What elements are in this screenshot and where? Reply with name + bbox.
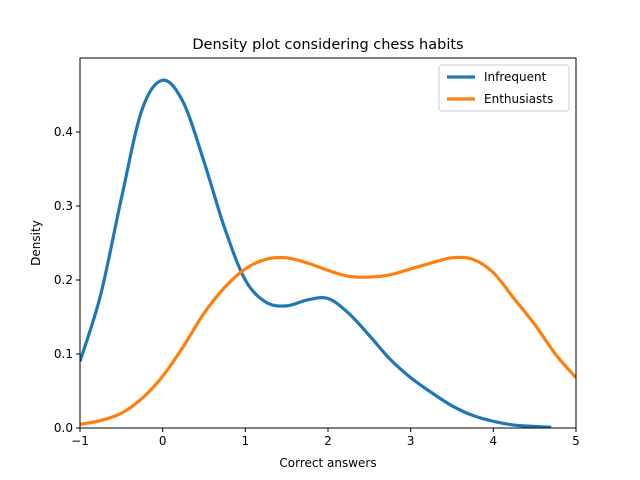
x-axis: −1 0 1 2 3 4 5 [71,428,580,448]
x-tick-label: 0 [159,434,167,448]
legend: Infrequent Enthusiasts [438,64,570,112]
y-tick-label: 0.4 [54,125,73,139]
x-axis-label: Correct answers [279,456,376,470]
x-tick-label: 2 [324,434,332,448]
x-tick-label: 3 [407,434,415,448]
x-tick-label: −1 [71,434,89,448]
series-line-enthusiasts [80,255,576,426]
legend-label-infrequent: Infrequent [484,70,547,84]
legend-label-enthusiasts: Enthusiasts [484,92,553,106]
y-axis: 0.0 0.1 0.2 0.3 0.4 [54,125,80,435]
y-axis-label: Density [29,220,43,266]
chart-title: Density plot considering chess habits [192,37,463,53]
y-tick-label: 0.3 [54,199,73,213]
y-tick-label: 0.1 [54,347,73,361]
y-tick-label: 0.0 [54,421,73,435]
series-layer [80,78,576,428]
y-tick-label: 0.2 [54,273,73,287]
x-tick-label: 5 [572,434,580,448]
x-tick-label: 4 [490,434,498,448]
series-line-infrequent [80,78,552,428]
x-tick-label: 1 [242,434,250,448]
